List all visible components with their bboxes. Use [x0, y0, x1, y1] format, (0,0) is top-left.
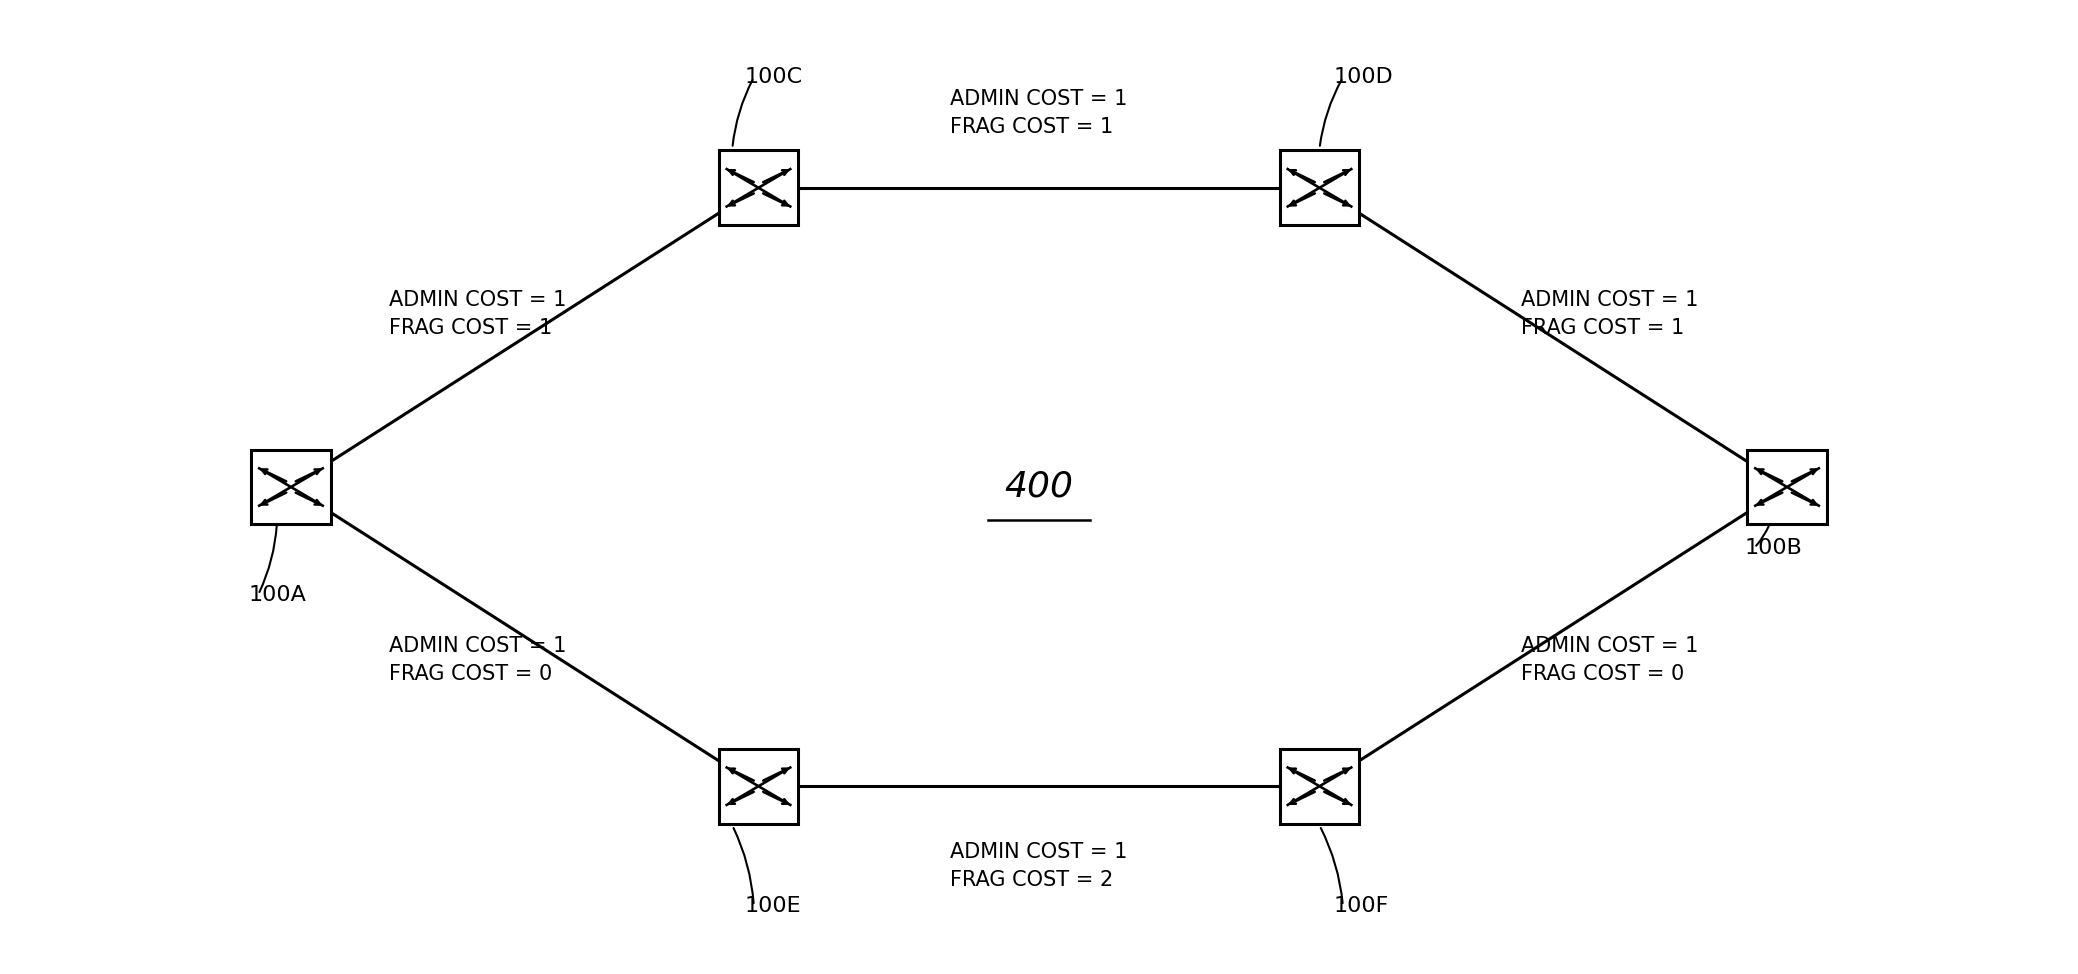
Text: 400: 400: [1004, 470, 1074, 504]
Text: 100B: 100B: [1746, 538, 1804, 558]
Text: 100A: 100A: [249, 584, 308, 605]
Bar: [1748, 450, 1827, 524]
Text: ADMIN COST = 1
FRAG COST = 1: ADMIN COST = 1 FRAG COST = 1: [389, 290, 567, 338]
Text: ADMIN COST = 1
FRAG COST = 1: ADMIN COST = 1 FRAG COST = 1: [950, 89, 1128, 137]
Text: 100F: 100F: [1334, 896, 1388, 916]
Bar: [1280, 749, 1359, 824]
Text: 100D: 100D: [1334, 67, 1392, 88]
Text: 100C: 100C: [744, 67, 802, 88]
Text: ADMIN COST = 1
FRAG COST = 2: ADMIN COST = 1 FRAG COST = 2: [950, 842, 1128, 889]
Bar: [719, 150, 798, 225]
Bar: [719, 749, 798, 824]
Text: 100E: 100E: [744, 896, 802, 916]
Text: ADMIN COST = 1
FRAG COST = 1: ADMIN COST = 1 FRAG COST = 1: [1521, 290, 1698, 338]
Bar: [251, 450, 330, 524]
Bar: [1280, 150, 1359, 225]
Text: ADMIN COST = 1
FRAG COST = 0: ADMIN COST = 1 FRAG COST = 0: [1521, 636, 1698, 684]
Text: ADMIN COST = 1
FRAG COST = 0: ADMIN COST = 1 FRAG COST = 0: [389, 636, 567, 684]
